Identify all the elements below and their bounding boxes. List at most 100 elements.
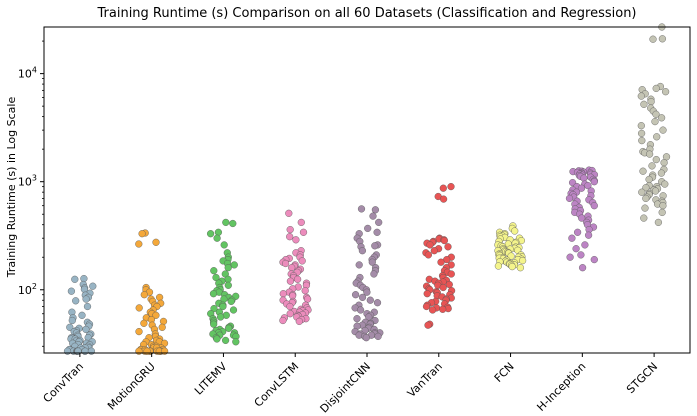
data-point-litemv [210, 267, 218, 275]
data-point-fcn [494, 262, 503, 270]
data-point-vantran [439, 305, 447, 313]
data-point-stgcn [651, 117, 659, 126]
data-point-motiongru [135, 347, 143, 355]
data-point-litemv [207, 230, 215, 238]
data-point-vantran [424, 321, 432, 329]
data-point-vantran [440, 195, 448, 203]
data-point-litemv [222, 218, 230, 227]
data-point-vantran [429, 306, 437, 314]
data-point-stgcn [645, 175, 653, 184]
data-point-disjointcnn [353, 315, 361, 323]
data-point-disjointcnn [362, 334, 370, 342]
data-points [63, 23, 671, 355]
data-point-litemv [212, 273, 220, 282]
data-point-vantran [439, 283, 447, 292]
data-point-h-inception [590, 256, 598, 264]
data-point-litemv [209, 290, 218, 298]
data-point-convlstm [288, 264, 296, 272]
y-tick-label: 104 [18, 66, 37, 81]
plot-frame [43, 26, 691, 354]
data-point-disjointcnn [375, 218, 383, 227]
data-point-disjointcnn [371, 242, 379, 250]
x-tick-label: LITEMV [192, 360, 230, 398]
data-point-convtran [68, 316, 76, 325]
data-point-convtran [82, 325, 90, 334]
data-point-disjointcnn [373, 228, 381, 236]
data-point-litemv [232, 338, 240, 346]
data-point-stgcn [651, 187, 660, 195]
data-point-motiongru [158, 323, 166, 331]
data-point-convtran [72, 297, 80, 305]
data-point-h-inception [577, 184, 586, 192]
data-point-stgcn [637, 129, 646, 138]
data-point-stgcn [654, 218, 663, 227]
data-point-fcn [508, 263, 516, 271]
data-point-convtran [63, 347, 72, 355]
data-point-litemv [227, 297, 235, 306]
data-point-litemv [222, 336, 230, 345]
data-point-vantran [445, 280, 453, 289]
data-point-litemv [225, 324, 233, 332]
data-point-litemv [217, 313, 225, 321]
data-point-stgcn [638, 137, 646, 145]
data-point-stgcn [657, 169, 666, 177]
data-point-stgcn [647, 98, 655, 106]
data-point-disjointcnn [358, 293, 367, 302]
data-point-stgcn [645, 150, 654, 158]
data-point-stgcn [640, 100, 648, 108]
data-point-stgcn [637, 92, 645, 100]
data-point-h-inception [578, 214, 586, 222]
data-point-vantran [424, 251, 433, 259]
x-axis: ConvTran MotionGRU LITEMV ConvLSTM DisjointC… [41, 353, 660, 415]
data-point-stgcn [658, 208, 666, 217]
data-point-stgcn [641, 204, 649, 212]
data-point-stgcn [652, 110, 660, 118]
data-point-vantran [439, 184, 447, 192]
data-point-motiongru [135, 240, 143, 248]
y-axis: 102 103 104 [18, 40, 44, 347]
data-point-vantran [437, 258, 445, 266]
data-point-convtran [81, 347, 89, 355]
data-point-convtran [67, 287, 76, 295]
data-point-litemv [224, 264, 232, 272]
y-tick-label: 103 [18, 174, 37, 189]
data-point-stgcn [638, 188, 646, 196]
data-point-h-inception [568, 234, 576, 242]
data-point-disjointcnn [366, 296, 374, 304]
data-point-h-inception [584, 182, 592, 190]
data-point-motiongru [143, 347, 151, 355]
data-point-motiongru [161, 347, 169, 355]
data-point-stgcn [642, 184, 650, 192]
data-point-motiongru [135, 304, 143, 312]
data-point-convlstm [301, 287, 309, 295]
data-point-disjointcnn [363, 288, 371, 296]
data-point-h-inception [590, 202, 598, 210]
y-axis-label: Training Runtime (s) in Log Scale [5, 97, 18, 279]
data-point-disjointcnn [364, 224, 372, 233]
data-point-h-inception [580, 174, 588, 182]
data-point-convlstm [279, 290, 287, 298]
data-point-disjointcnn [373, 299, 382, 307]
data-point-convlstm [285, 209, 293, 217]
data-point-litemv [224, 275, 232, 283]
data-point-disjointcnn [358, 247, 367, 255]
data-point-vantran [422, 302, 431, 311]
data-point-vantran [447, 270, 455, 278]
data-point-h-inception [577, 251, 585, 259]
data-point-litemv [210, 305, 218, 313]
data-point-disjointcnn [368, 258, 376, 266]
data-point-convlstm [279, 316, 287, 325]
x-tick-label: ConvLSTM [252, 360, 302, 410]
y-tick-label: 102 [18, 282, 37, 297]
data-point-vantran [447, 183, 455, 191]
data-point-convlstm [286, 277, 295, 285]
data-point-disjointcnn [370, 270, 378, 278]
data-point-h-inception [581, 241, 589, 249]
data-point-vantran [444, 243, 452, 251]
x-tick-label: STGCN [624, 360, 660, 396]
data-point-stgcn [637, 122, 645, 130]
data-point-fcn [516, 264, 525, 272]
data-point-convlstm [282, 259, 290, 268]
data-point-stgcn [659, 202, 667, 210]
